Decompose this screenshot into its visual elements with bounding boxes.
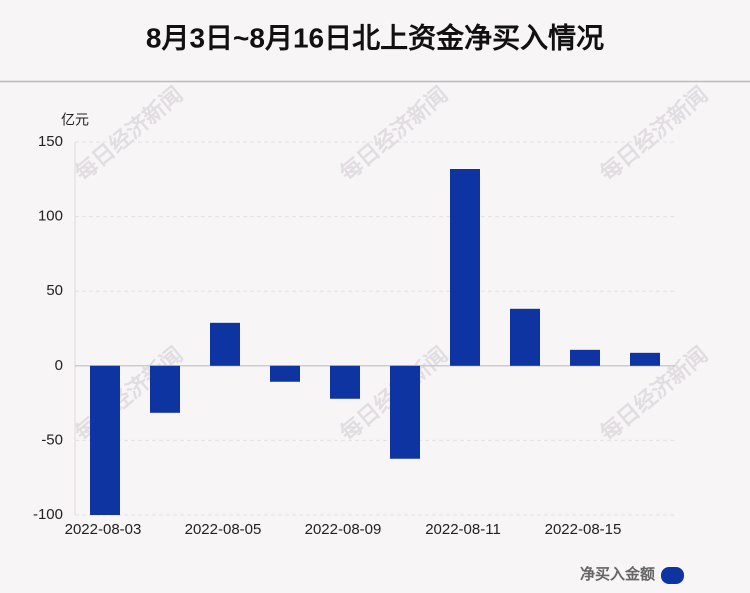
bar <box>630 352 660 366</box>
chart-title: 8月3日~8月16日北上资金净买入情况 <box>146 21 604 53</box>
legend-swatch <box>661 567 684 584</box>
y-axis-unit: 亿元 <box>61 112 89 128</box>
x-tick-label: 2022-08-05 <box>185 521 262 538</box>
bar <box>90 365 120 515</box>
bar <box>450 169 480 366</box>
bar <box>570 349 600 366</box>
bar <box>150 365 180 413</box>
bar <box>210 322 240 366</box>
y-tick-label: 50 <box>46 282 63 299</box>
x-tick-label: 2022-08-15 <box>545 521 622 538</box>
bar <box>330 365 360 399</box>
legend-label: 净买入金额 <box>580 565 655 583</box>
y-tick-label: 0 <box>55 357 63 374</box>
y-tick-label: -50 <box>41 431 63 448</box>
y-tick-label: -100 <box>33 506 63 523</box>
bar <box>270 365 300 382</box>
x-tick-label: 2022-08-09 <box>305 521 382 538</box>
y-tick-label: 150 <box>38 133 63 150</box>
bar <box>510 308 540 366</box>
x-tick-label: 2022-08-11 <box>425 521 501 538</box>
x-tick-label: 2022-08-03 <box>65 521 142 538</box>
bar <box>390 365 420 459</box>
y-tick-label: 100 <box>38 208 63 225</box>
